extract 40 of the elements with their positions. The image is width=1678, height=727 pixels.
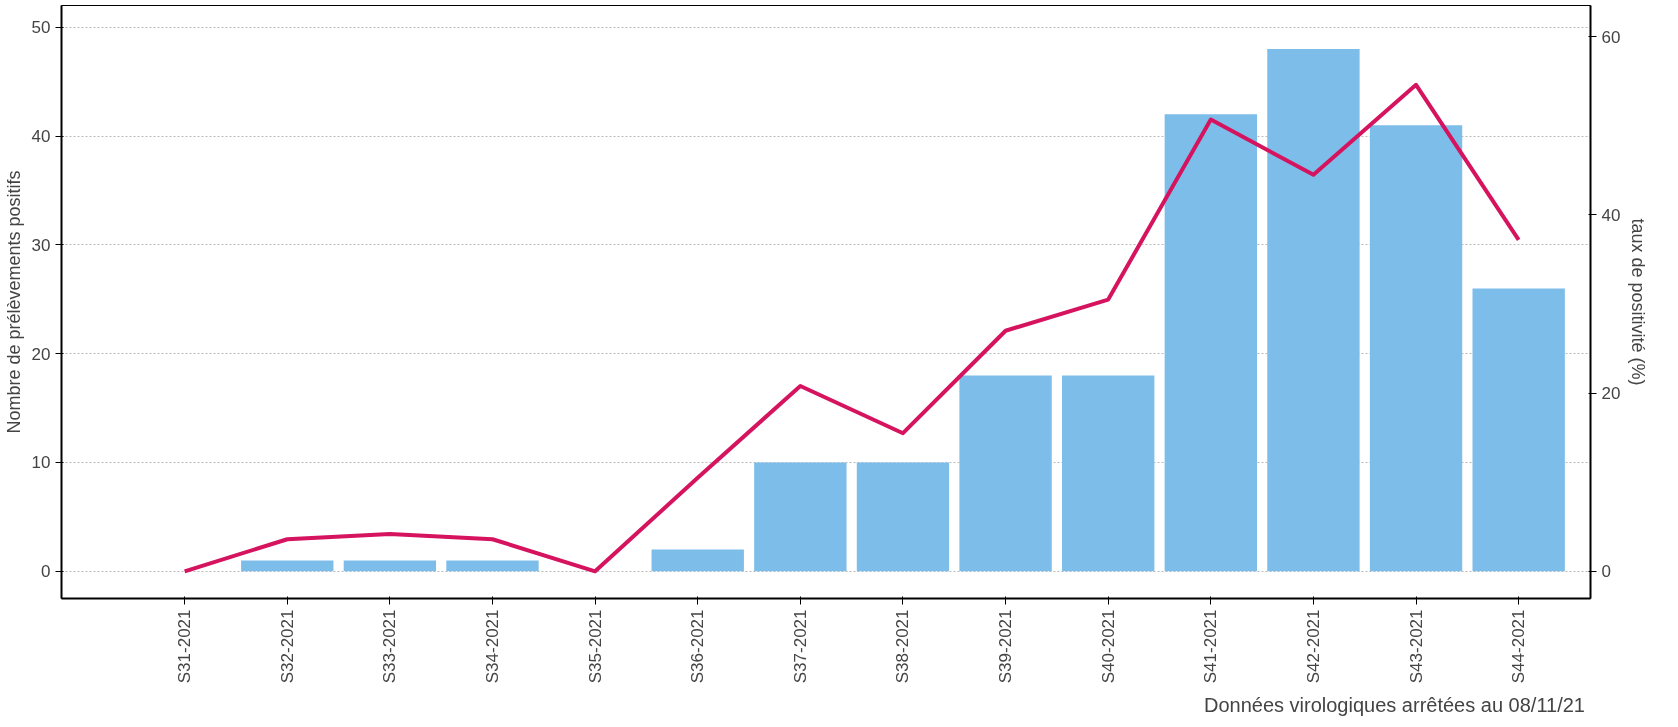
bar <box>241 560 334 572</box>
x-tick-label: S36-2021 <box>688 609 708 684</box>
y2-tick-label: 40 <box>1601 205 1621 225</box>
x-tick-label: S43-2021 <box>1406 609 1426 684</box>
line-series <box>182 82 1521 574</box>
y2-tick-label: 0 <box>1601 562 1611 582</box>
y-tick-label: 0 <box>41 562 51 582</box>
x-tick-label: S33-2021 <box>380 609 400 684</box>
y-axis-title: Nombre de prélèvements positifs <box>3 170 24 434</box>
x-tick-label: S44-2021 <box>1509 609 1529 684</box>
y2-tick-label: 20 <box>1601 384 1621 404</box>
y-tick-label: 10 <box>31 453 51 473</box>
bar <box>1062 375 1155 572</box>
x-tick-label: S41-2021 <box>1201 609 1221 684</box>
x-tick-label: S39-2021 <box>996 609 1016 684</box>
y-tick-label: 50 <box>31 18 51 38</box>
y-tick-label: 20 <box>31 344 51 364</box>
bar <box>1164 114 1257 572</box>
x-tick-label: S35-2021 <box>585 609 605 684</box>
bar <box>1472 288 1565 572</box>
bar <box>446 560 539 572</box>
x-tick-label: S34-2021 <box>482 609 502 684</box>
y-tick-label: 30 <box>31 235 51 255</box>
bar <box>343 560 437 572</box>
y2-tick-label: 60 <box>1601 27 1621 47</box>
y-tick-label: 40 <box>31 127 51 147</box>
bar <box>1267 49 1360 572</box>
x-tick-label: S32-2021 <box>277 609 297 684</box>
y2-axis-title: taux de positivité (%) <box>1628 218 1649 386</box>
x-tick-label: S38-2021 <box>893 609 913 684</box>
bar <box>1369 125 1463 572</box>
bar <box>959 375 1052 572</box>
bar <box>856 462 950 572</box>
x-tick-label: S42-2021 <box>1303 609 1323 684</box>
bar <box>651 549 744 572</box>
x-tick-label: S40-2021 <box>1098 609 1118 684</box>
bar <box>754 462 847 572</box>
x-tick-label: S31-2021 <box>175 609 195 684</box>
x-tick-label: S37-2021 <box>790 609 810 684</box>
text: Données virologiques arrêtées au 08/11/21 <box>1203 693 1585 716</box>
